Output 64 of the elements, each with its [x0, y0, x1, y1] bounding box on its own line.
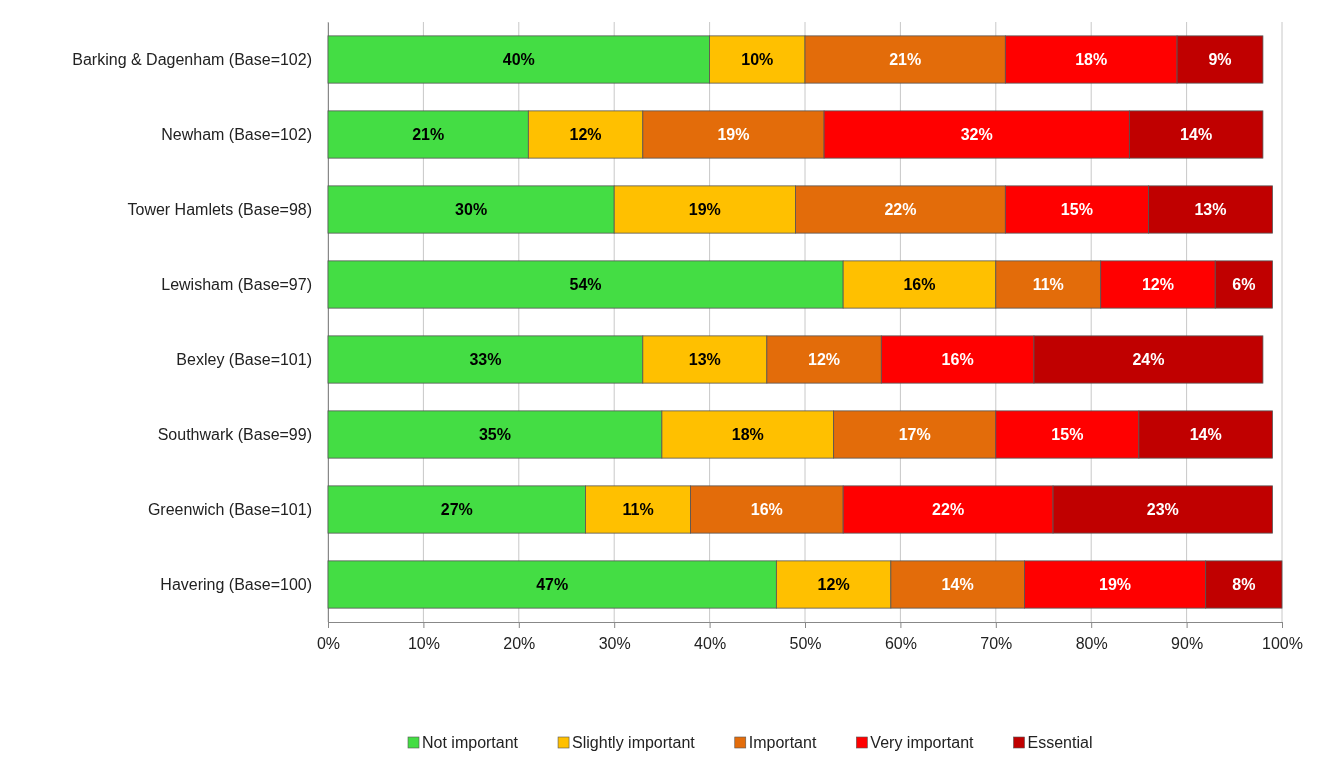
data-label: 35% [478, 426, 511, 444]
data-label: 33% [469, 351, 502, 369]
data-label: 8% [1232, 576, 1256, 594]
data-label: 12% [569, 126, 602, 144]
data-label: 13% [1194, 201, 1227, 219]
data-label: 12% [808, 351, 841, 369]
x-tick-label: 50% [789, 634, 822, 652]
y-tick-label: Bexley (Base=101) [176, 350, 312, 368]
legend-label: Slightly important [572, 734, 696, 751]
legend-label: Not important [422, 734, 519, 751]
data-label: 23% [1146, 501, 1179, 519]
data-label: 11% [1032, 276, 1064, 294]
y-tick-label: Barking & Dagenham (Base=102) [72, 50, 312, 68]
data-label: 12% [1141, 276, 1174, 294]
data-label: 16% [750, 501, 783, 519]
data-label: 27% [440, 501, 473, 519]
y-tick-label: Newham (Base=102) [161, 125, 312, 143]
data-label: 54% [569, 276, 602, 294]
data-label: 21% [412, 126, 445, 144]
data-label: 19% [688, 201, 721, 219]
x-tick-label: 20% [503, 634, 536, 652]
data-label: 15% [1051, 426, 1084, 444]
data-label: 17% [898, 426, 931, 444]
y-tick-label: Havering (Base=100) [160, 575, 312, 593]
data-label: 22% [932, 501, 965, 519]
data-label: 40% [502, 51, 535, 69]
data-label: 14% [1180, 126, 1213, 144]
legend-label: Essential [1027, 734, 1093, 751]
x-tick-label: 10% [407, 634, 440, 652]
legend-label: Very important [870, 734, 975, 751]
x-tick-label: 70% [980, 634, 1013, 652]
data-label: 16% [941, 351, 974, 369]
x-tick-label: 40% [694, 634, 727, 652]
x-tick-label: 60% [884, 634, 917, 652]
data-label: 9% [1208, 51, 1232, 69]
legend-label: Important [748, 734, 817, 751]
data-label: 32% [960, 126, 993, 144]
x-tick-label: 100% [1262, 634, 1303, 652]
data-label: 6% [1232, 276, 1256, 294]
data-label: 47% [536, 576, 569, 594]
y-tick-label: Tower Hamlets (Base=98) [127, 200, 312, 218]
data-label: 10% [741, 51, 774, 69]
data-label: 18% [1075, 51, 1108, 69]
data-label: 30% [455, 201, 488, 219]
data-label: 21% [889, 51, 922, 69]
data-label: 19% [717, 126, 750, 144]
x-tick-label: 0% [316, 634, 341, 652]
data-label: 19% [1099, 576, 1132, 594]
data-label: 13% [688, 351, 721, 369]
data-label: 15% [1060, 201, 1093, 219]
data-label: 18% [731, 426, 764, 444]
data-label: 24% [1132, 351, 1165, 369]
data-label: 14% [941, 576, 974, 594]
y-tick-label: Southwark (Base=99) [157, 425, 312, 443]
data-label: 11% [622, 501, 654, 519]
data-label: 22% [884, 201, 917, 219]
data-label: 12% [817, 576, 850, 594]
data-label: 16% [903, 276, 936, 294]
x-tick-label: 80% [1075, 634, 1108, 652]
x-tick-label: 30% [598, 634, 631, 652]
data-label: 14% [1189, 426, 1222, 444]
y-tick-label: Lewisham (Base=97) [161, 275, 312, 293]
x-tick-label: 90% [1171, 634, 1204, 652]
y-tick-label: Greenwich (Base=101) [147, 500, 312, 518]
